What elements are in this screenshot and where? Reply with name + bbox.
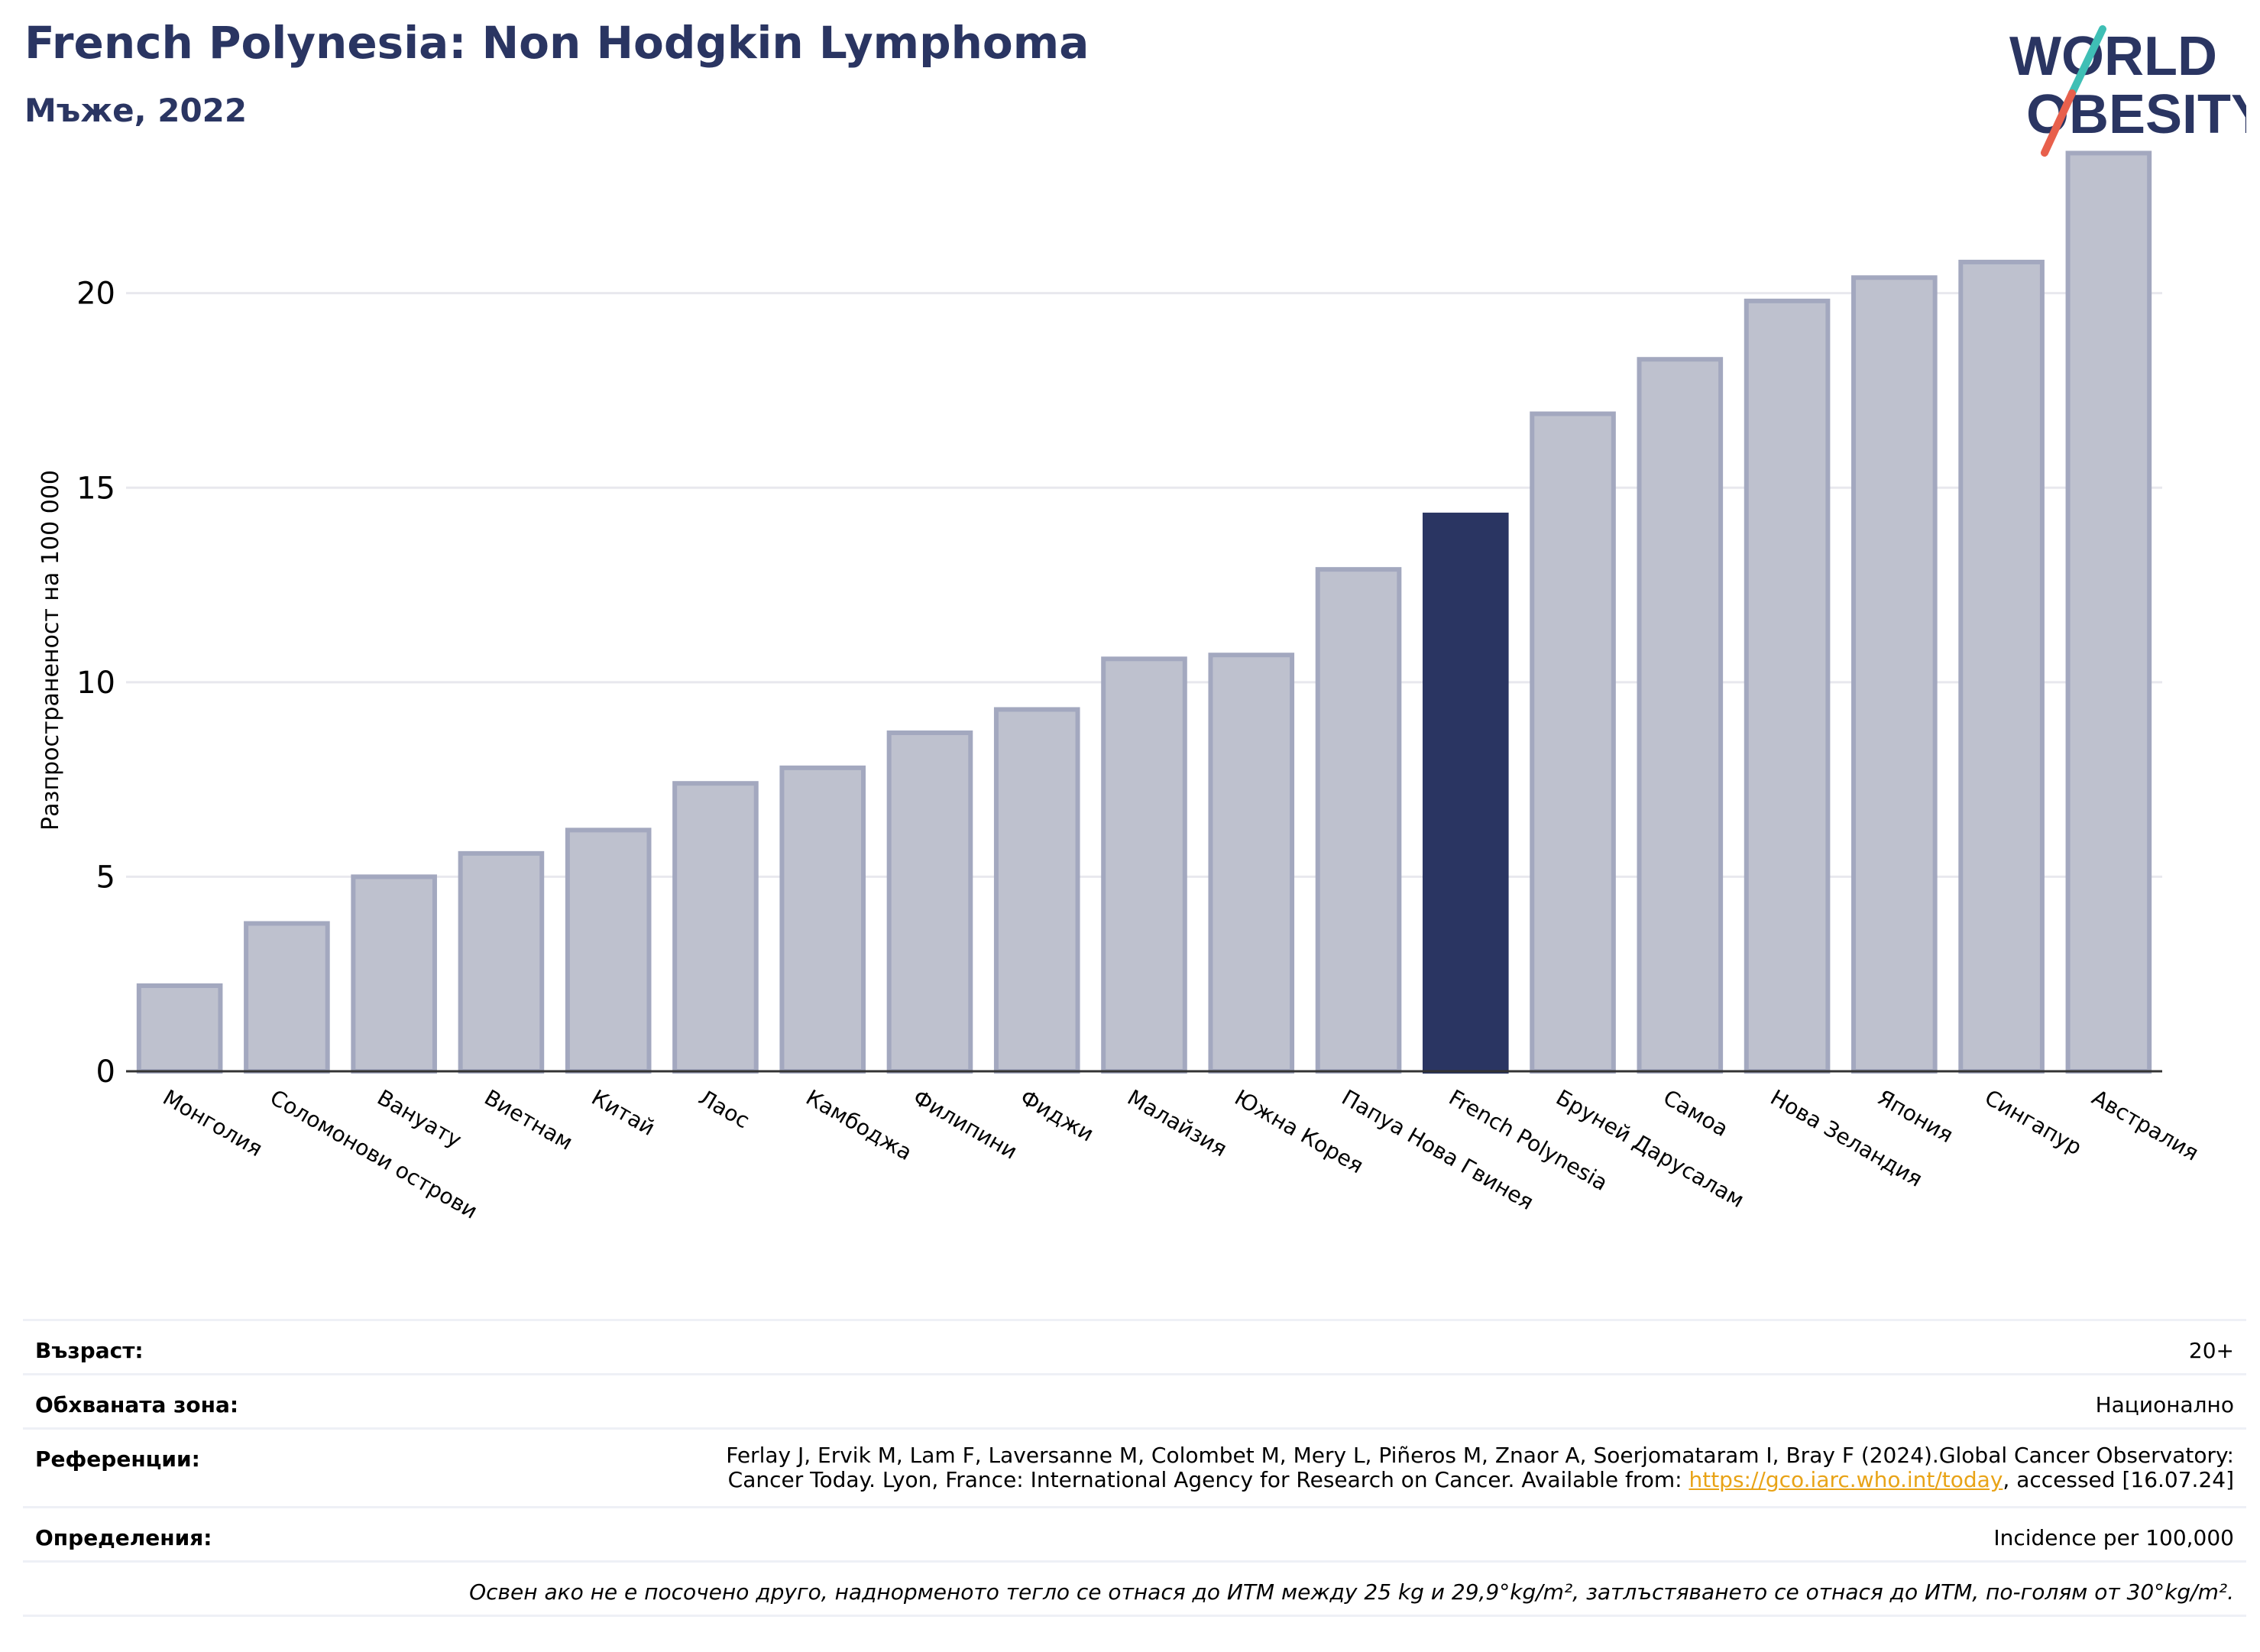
bar [886, 730, 973, 1074]
bar [458, 850, 545, 1074]
bar [1851, 275, 1938, 1074]
bar [1422, 512, 1509, 1074]
bar [244, 921, 330, 1074]
meta-row-age: Възраст: 20+ [23, 1319, 2246, 1373]
ref-value: Ferlay J, Ervik M, Lam F, Laversanne M, … [726, 1443, 2234, 1492]
bar [1637, 357, 1724, 1074]
y-tick-label: 0 [96, 1054, 115, 1090]
x-tick-label: Папуа Нова Гвинея [1338, 1084, 1538, 1215]
x-tick-label: Австралия [2087, 1084, 2203, 1165]
ref-link[interactable]: https://gco.iarc.who.int/today [1689, 1467, 2003, 1492]
bar [1315, 567, 1402, 1074]
chart-title: French Polynesia: Non Hodgkin Lymphoma [24, 17, 1090, 69]
meta-row-area: Обхваната зона: Национално [23, 1373, 2246, 1427]
def-label: Определения: [35, 1525, 212, 1550]
def-value: Incidence per 100,000 [1993, 1525, 2234, 1550]
x-tick-label: Самоа [1659, 1084, 1732, 1142]
y-axis-label: Разпространеност на 100 000 [37, 470, 64, 831]
x-tick-label: Япония [1873, 1084, 1957, 1148]
ref-line2: Cancer Today. Lyon, France: Internationa… [726, 1468, 2234, 1492]
y-tick-label: 10 [76, 666, 115, 701]
x-tick-label: Камбоджа [801, 1084, 916, 1165]
x-tick-label: Монголия [159, 1084, 267, 1161]
bar [351, 874, 437, 1074]
area-label: Обхваната зона: [35, 1392, 239, 1417]
bar [1208, 653, 1295, 1074]
bar [1744, 298, 1831, 1074]
bar [1530, 411, 1616, 1074]
x-tick-label: Сингапур [1980, 1084, 2086, 1160]
meta-row-definitions: Определения: Incidence per 100,000 [23, 1506, 2246, 1560]
bar [993, 707, 1080, 1074]
age-value: 20+ [2188, 1338, 2234, 1363]
x-tick-label: Бруней Дарусалам [1552, 1084, 1749, 1213]
logo-slash-top [2068, 25, 2106, 97]
meta-table: Възраст: 20+ Обхваната зона: Национално … [23, 1319, 2246, 1617]
logo-line1: WORLD [2009, 26, 2217, 87]
note-text: Освен ако не е посочено друго, наднормен… [469, 1579, 2234, 1605]
y-tick-label: 20 [76, 277, 115, 312]
y-tick-label: 15 [76, 471, 115, 506]
bar-chart: 0 5 10 15 20 Разпространеност на 100 000 Монго… [37, 151, 2203, 1224]
age-label: Възраст: [35, 1338, 144, 1363]
x-tick-label: Виетнам [480, 1084, 577, 1155]
ref-line2-post: , accessed [16.07.24] [2003, 1467, 2234, 1492]
ref-line1: Ferlay J, Ervik M, Lam F, Laversanne M, … [726, 1443, 2234, 1468]
logo-slash-bottom [2041, 89, 2076, 157]
x-tick-label: Фиджи [1016, 1084, 1099, 1146]
meta-row-references: Референции: Ferlay J, Ervik M, Lam F, La… [23, 1427, 2246, 1506]
bar [2065, 151, 2152, 1074]
ref-label: Референции: [35, 1446, 200, 1472]
bar [779, 765, 866, 1074]
world-obesity-logo: WORLD OBESITY [2009, 25, 2246, 157]
y-tick-label: 5 [96, 860, 115, 895]
meta-row-note: Освен ако не е посочено друго, наднормен… [23, 1560, 2246, 1617]
x-tick-label: Филипини [908, 1084, 1022, 1164]
bar [565, 828, 652, 1074]
x-tick-label: Малайзия [1123, 1084, 1232, 1161]
bar [1101, 656, 1187, 1074]
chart-subtitle: Мъже, 2022 [24, 92, 248, 129]
bar [136, 983, 223, 1074]
bar [1958, 259, 2045, 1074]
ref-line2-pre: Cancer Today. Lyon, France: Internationa… [727, 1467, 1689, 1492]
x-tick-label: Вануату [373, 1084, 466, 1152]
bar [672, 781, 759, 1074]
x-tick-label: Китай [588, 1084, 659, 1140]
x-tick-label: Лаос [695, 1084, 754, 1133]
area-value: Национално [2095, 1392, 2234, 1417]
